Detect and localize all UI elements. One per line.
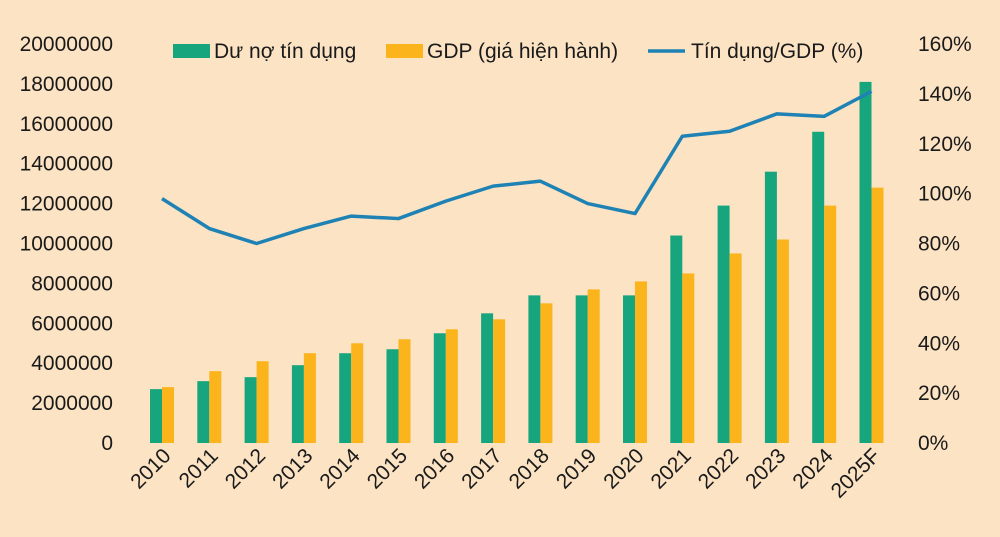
bar-series	[150, 81, 884, 443]
legend-swatch-credit	[173, 44, 210, 58]
bar-credit-2016	[433, 333, 446, 443]
bar-credit-2021	[670, 235, 683, 443]
right-axis-tick-label: 0%	[918, 432, 948, 455]
right-axis-tick-label: 80%	[918, 233, 960, 256]
bar-credit-2012	[244, 377, 257, 443]
bar-gdp-2012	[256, 361, 269, 443]
bar-credit-2019	[575, 295, 588, 443]
left-axis-tick-label: 4000000	[31, 352, 113, 375]
ratio-line-series	[161, 89, 873, 246]
left-axis-tick-label: 0	[101, 432, 113, 455]
bar-gdp-2011	[209, 371, 222, 443]
bar-gdp-2014	[351, 343, 364, 443]
right-axis-tick-label: 120%	[918, 133, 972, 156]
bar-gdp-2024	[824, 205, 837, 443]
legend-label-ratio: Tín dụng/GDP (%)	[691, 40, 863, 63]
right-axis-tick-label: 20%	[918, 382, 960, 405]
bar-gdp-2010	[162, 387, 174, 443]
left-axis-tick-label: 12000000	[20, 193, 113, 216]
right-axis-tick-label: 40%	[918, 332, 960, 355]
left-axis: 0 2000000 4000000 6000000 8000000 10000000 120…	[20, 33, 113, 455]
legend: Dư nợ tín dụng GDP (giá hiện hành) Tín dụn…	[173, 40, 863, 63]
bar-credit-2023	[764, 171, 777, 443]
left-axis-tick-label: 8000000	[31, 272, 113, 295]
bar-gdp-2022	[729, 253, 742, 443]
left-axis-tick-label: 10000000	[20, 233, 113, 256]
right-axis-tick-label: 140%	[918, 83, 972, 106]
bar-credit-2014	[339, 353, 352, 443]
right-axis-tick-label: 60%	[918, 282, 960, 305]
right-axis: 0% 20% 40% 60% 80% 100% 120% 140% 160%	[918, 33, 972, 455]
bar-credit-2015	[386, 349, 399, 443]
left-axis-tick-label: 20000000	[20, 33, 113, 56]
bar-credit-2025F	[859, 81, 872, 443]
right-axis-tick-label: 160%	[918, 33, 972, 56]
bar-credit-2024	[812, 131, 825, 443]
bar-gdp-2016	[445, 329, 458, 443]
bar-credit-2018	[528, 295, 541, 443]
bar-gdp-2023	[776, 239, 789, 443]
legend-label-gdp: GDP (giá hiện hành)	[427, 40, 618, 63]
bar-credit-2020	[623, 295, 635, 443]
bar-credit-2017	[481, 313, 494, 443]
bar-credit-2010	[150, 389, 162, 443]
bar-gdp-2015	[398, 339, 411, 443]
bar-gdp-2025F	[871, 187, 884, 443]
bar-gdp-2020	[635, 281, 647, 443]
left-axis-tick-label: 16000000	[20, 113, 113, 136]
legend-swatch-gdp	[386, 44, 423, 58]
bar-credit-2022	[717, 205, 730, 443]
bar-credit-2011	[197, 381, 210, 443]
bar-credit-2013	[291, 365, 304, 443]
bar-gdp-2018	[540, 303, 553, 443]
bar-gdp-2019	[587, 289, 600, 443]
right-axis-tick-label: 100%	[918, 183, 972, 206]
ratio-line	[161, 89, 873, 246]
bar-gdp-2013	[303, 353, 316, 443]
left-axis-tick-label: 14000000	[20, 153, 113, 176]
left-axis-tick-label: 2000000	[31, 392, 113, 415]
bar-gdp-2021	[682, 273, 695, 443]
bar-gdp-2017	[493, 319, 506, 443]
legend-label-credit: Dư nợ tín dụng	[214, 40, 356, 63]
left-axis-tick-label: 18000000	[20, 73, 113, 96]
left-axis-tick-label: 6000000	[31, 312, 113, 335]
